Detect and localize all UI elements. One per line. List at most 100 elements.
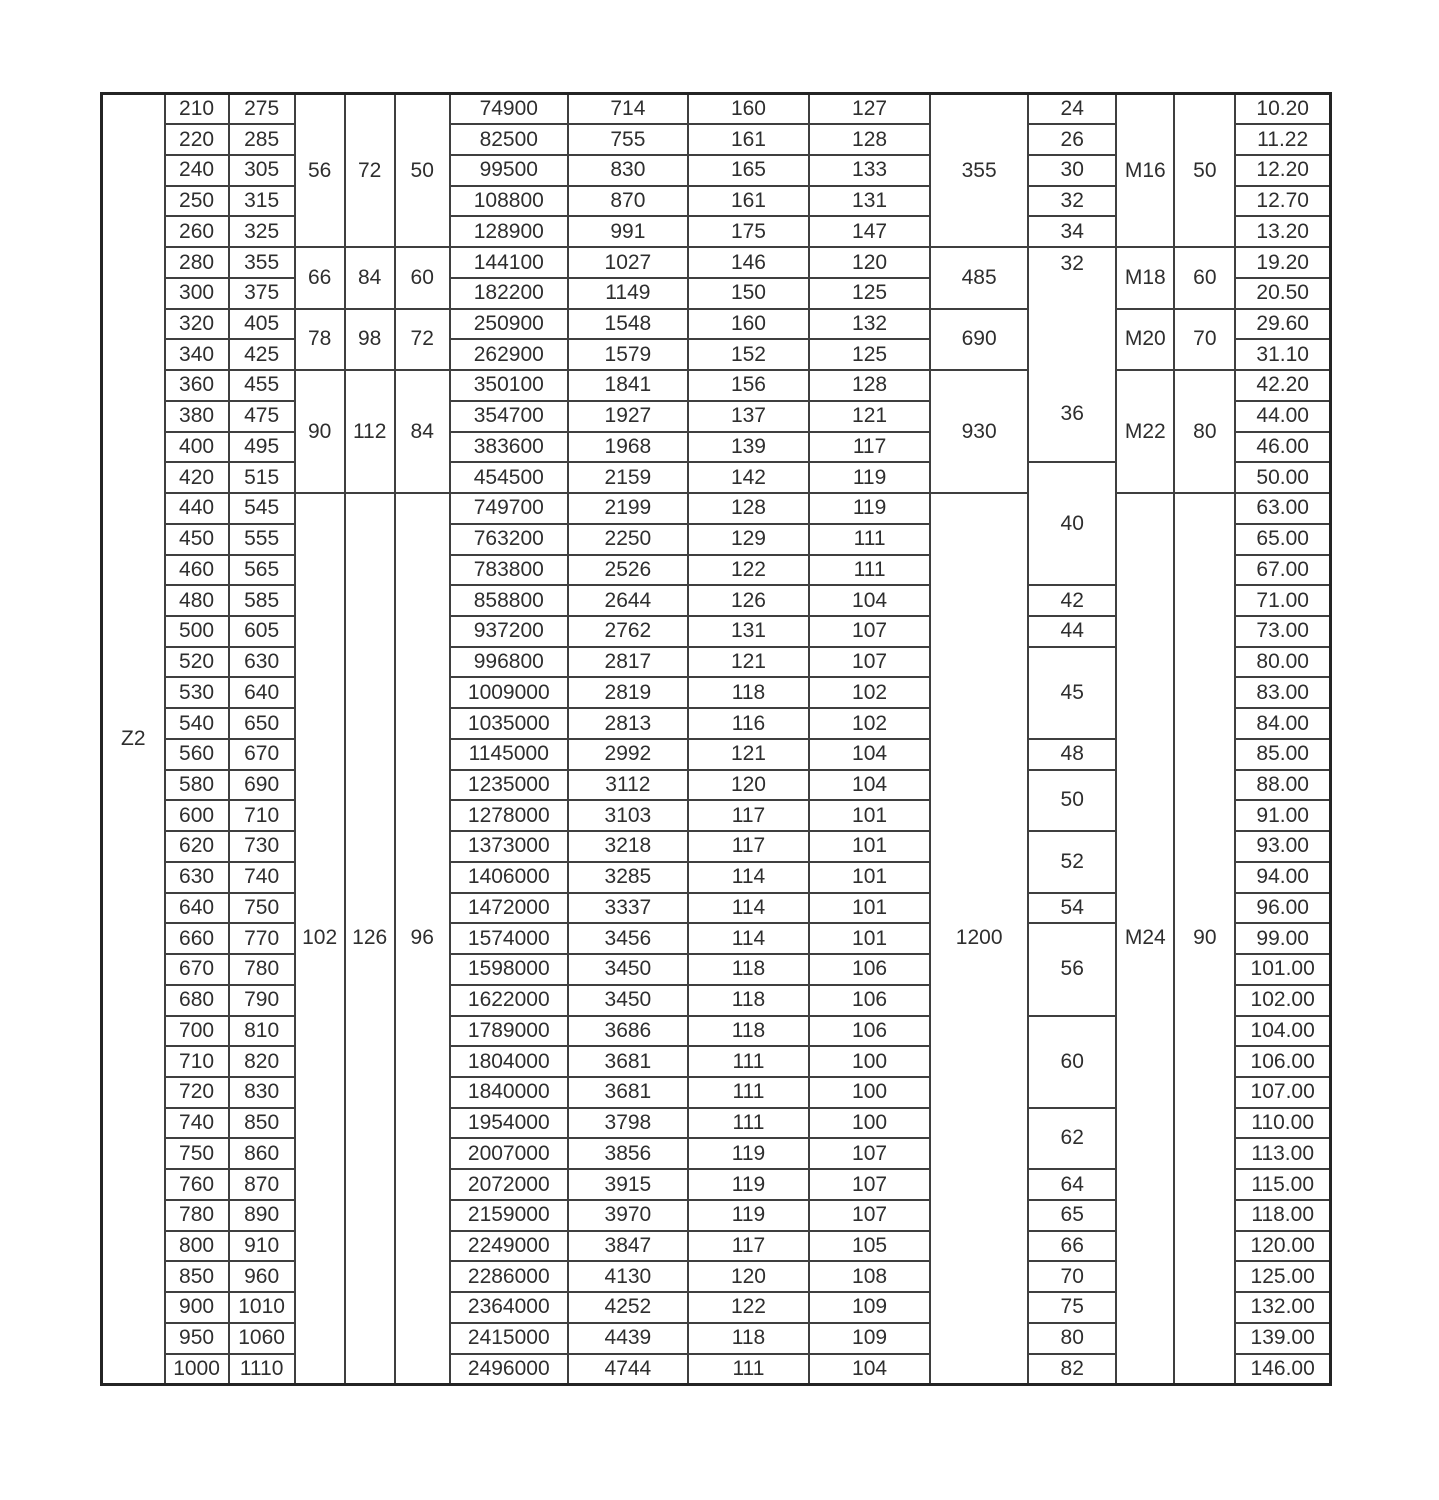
col7-cell: 2819 [566,676,689,710]
col7-cell: 3450 [566,953,689,986]
col7-cell: 1149 [566,276,689,310]
col7-cell: 4439 [566,1321,689,1355]
col6-cell: 783800 [448,553,569,587]
col7-cell: 3112 [566,768,689,802]
col6-cell: 1278000 [448,799,569,833]
d2-cell: 355 [227,246,296,279]
d2-cell: 275 [227,92,296,126]
d1-cell: 560 [163,737,230,771]
d2-cell: 830 [227,1076,296,1109]
col9-cell: 128 [808,123,932,156]
col6-cell: 2072000 [448,1168,569,1201]
col9-cell: 106 [808,953,932,986]
col6-cell: 108800 [448,184,569,218]
col9-cell: 104 [808,768,932,802]
col14-cell: 46.00 [1234,430,1332,464]
d2-cell: 545 [227,492,296,525]
col8-cell: 161 [686,123,811,156]
d1-cell: 530 [163,676,230,710]
bolt-cell: 34 [1027,215,1118,249]
col6-cell: 1622000 [448,983,569,1017]
table-row: 560 670 1145000 2992 121 104 48 85.00 [102,737,1332,771]
table-row: 240 305 99500 830 165 133 30 12.20 [102,153,1332,187]
col7-cell: 3450 [566,983,689,1017]
dim-b-cell: 112 [343,369,396,495]
coupling-spec-table: Z2 210 275 56 72 50 74900 714 160 127 355 24 M16 50 10… [100,92,1332,1386]
d1-cell: 300 [163,276,230,310]
col9-cell: 107 [808,1168,932,1201]
bolt-cell: 80 [1027,1321,1118,1355]
d1-cell: 480 [163,584,230,617]
table-row: 680 790 1622000 3450 118 106 102.00 [102,983,1332,1017]
dim-a-cell: 90 [293,369,346,495]
table-row: 900 1010 2364000 4252 122 109 75 132.00 [102,1291,1332,1324]
col14-cell: 19.20 [1234,246,1332,279]
col6-cell: 2364000 [448,1291,569,1324]
col14-cell: 115.00 [1234,1168,1332,1201]
col7-cell: 2526 [566,553,689,587]
bolt-cell: 50 [1027,768,1118,833]
table-row: 640 750 1472000 3337 114 101 54 96.00 [102,891,1332,925]
d1-cell: 210 [163,92,230,126]
bolt-cell: 56 [1027,922,1118,1017]
row-group-label-cell: Z2 [100,92,166,1386]
bolt-cell: 54 [1027,891,1118,925]
col7-cell: 3456 [566,922,689,956]
col6-cell: 1235000 [448,768,569,802]
d1-cell: 1000 [163,1352,230,1386]
d1-cell: 500 [163,614,230,648]
col13-cell: 90 [1173,492,1237,1386]
col6-cell: 996800 [448,645,569,679]
bolt-value-upper: 32 [1060,252,1084,276]
col9-cell: 107 [808,1198,932,1232]
dim-a-cell: 56 [293,92,346,249]
d2-cell: 1010 [227,1291,296,1324]
table-row: 480 585 858800 2644 126 104 42 71.00 [102,584,1332,617]
d1-cell: 400 [163,430,230,464]
col6-cell: 2159000 [448,1198,569,1232]
d2-cell: 640 [227,676,296,710]
col7-cell: 2199 [566,492,689,525]
col8-cell: 156 [686,369,811,402]
col13-cell: 60 [1173,246,1237,310]
col8-cell: 122 [686,1291,811,1324]
d1-cell: 950 [163,1321,230,1355]
dim-c-cell: 60 [393,246,451,310]
col8-cell: 114 [686,891,811,925]
col8-cell: 146 [686,246,811,279]
d1-cell: 720 [163,1076,230,1109]
col9-cell: 105 [808,1229,932,1263]
dim-a-cell: 66 [293,246,346,310]
table-row: Z2 210 275 56 72 50 74900 714 160 127 355 24 M16 50 10… [100,92,1332,1386]
table-row: 380 475 354700 1927 137 121 44.00 [102,399,1332,433]
col9-cell: 121 [808,399,932,433]
col6-cell: 2286000 [448,1260,569,1294]
d2-cell: 565 [227,553,296,587]
d1-cell: 710 [163,1045,230,1078]
d2-cell: 890 [227,1198,296,1232]
col14-cell: 101.00 [1234,953,1332,986]
col6-cell: 1009000 [448,676,569,710]
table-row: 500 605 937200 2762 131 107 44 73.00 [102,614,1332,648]
col8-cell: 128 [686,492,811,525]
col14-cell: 107.00 [1234,1076,1332,1109]
col14-cell: 29.60 [1234,307,1332,341]
d1-cell: 320 [163,307,230,341]
dim-b-cell: 84 [343,246,396,310]
col6-cell: 937200 [448,614,569,648]
d1-cell: 520 [163,645,230,679]
col6-cell: 858800 [448,584,569,617]
col9-cell: 133 [808,153,932,187]
col8-cell: 111 [686,1352,811,1386]
col14-cell: 113.00 [1234,1137,1332,1171]
table-row: 450 555 763200 2250 129 111 65.00 [102,522,1332,556]
col7-cell: 2250 [566,522,689,556]
col7-cell: 3337 [566,891,689,925]
table-row: 950 1060 2415000 4439 118 109 80 139.00 [102,1321,1332,1355]
col6-cell: 354700 [448,399,569,433]
col14-cell: 110.00 [1234,1106,1332,1140]
d1-cell: 440 [163,492,230,525]
col14-cell: 139.00 [1234,1321,1332,1355]
table-row: 660 770 1574000 3456 114 101 56 99.00 [102,922,1332,1017]
d1-cell: 600 [163,799,230,833]
